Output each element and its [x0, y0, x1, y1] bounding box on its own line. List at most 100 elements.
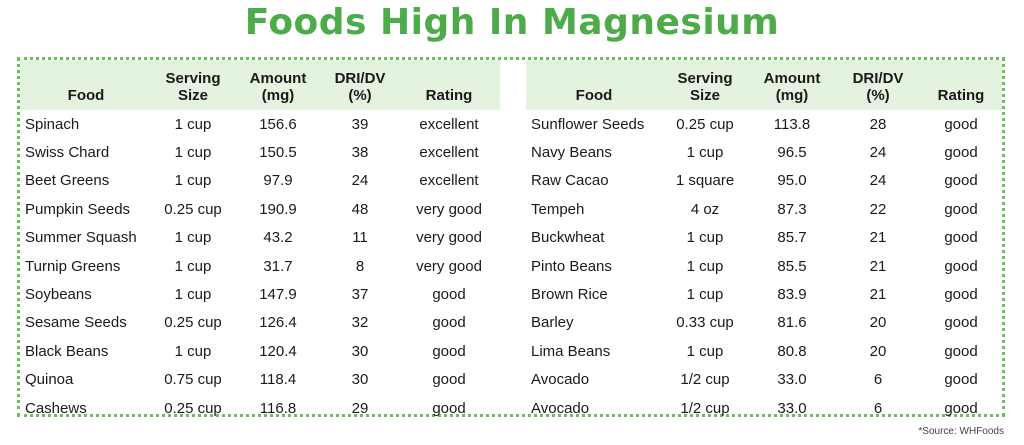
rating-cell: good [944, 314, 978, 332]
dri-dv-cell: 30 [351, 371, 369, 389]
table-row: Raw Cacao 1 square 95.0 24 good [526, 167, 1002, 195]
food-cell: Soybeans [25, 286, 92, 304]
page-title: Foods High In Magnesium [244, 2, 780, 43]
serving-size-cell: 0.33 cup [676, 314, 734, 332]
rating-cell: good [432, 399, 466, 417]
dotted-frame [17, 57, 1005, 417]
serving-size-cell: 4 oz [690, 200, 720, 218]
amount-cell: 113.8 [773, 115, 811, 133]
table-row: Black Beans 1 cup 120.4 30 good [20, 337, 500, 365]
serving-size-cell: 0.25 cup [676, 115, 734, 133]
rating-cell: excellent [419, 115, 479, 133]
header-serving-size: Serving Size [152, 60, 234, 110]
dri-dv-cell: 28 [869, 115, 887, 133]
serving-size-cell: 1 cup [174, 286, 212, 304]
serving-size-cell: 1/2 cup [680, 371, 730, 389]
dri-dv-cell: 20 [869, 342, 887, 360]
serving-size-cell: 1 cup [174, 172, 212, 190]
amount-cell: 85.5 [777, 257, 807, 275]
serving-size-cell: 1/2 cup [680, 399, 730, 417]
dri-dv-cell: 21 [869, 257, 887, 275]
header-rating: Rating [398, 60, 500, 110]
dri-dv-cell: 29 [351, 399, 369, 417]
table-row: Tempeh 4 oz 87.3 22 good [526, 195, 1002, 223]
rating-cell: excellent [419, 144, 479, 162]
amount-cell: 85.7 [777, 229, 807, 247]
table-row: Spinach 1 cup 156.6 39 excellent [20, 110, 500, 138]
rating-cell: good [944, 115, 978, 133]
food-cell: Barley [531, 314, 574, 332]
food-cell: Summer Squash [25, 229, 137, 247]
rating-cell: very good [416, 257, 482, 275]
table-row: Avocado 1/2 cup 33.0 6 good [526, 394, 1002, 422]
food-cell: Avocado [531, 371, 590, 389]
amount-cell: 96.5 [777, 144, 807, 162]
amount-cell: 95.0 [777, 172, 807, 190]
amount-cell: 33.0 [777, 371, 807, 389]
header-rating: Rating [920, 60, 1002, 110]
source-note: *Source: WHFoods [918, 426, 1004, 437]
serving-size-cell: 1 square [675, 172, 735, 190]
table-row: Sunflower Seeds 0.25 cup 113.8 28 good [526, 110, 1002, 138]
food-cell: Black Beans [25, 342, 109, 360]
right-table-header: Food Serving Size Amount (mg) DRI/DV (%) Ra… [526, 60, 1002, 110]
dri-dv-cell: 8 [355, 257, 365, 275]
header-food: Food [526, 60, 662, 110]
dri-dv-cell: 21 [869, 286, 887, 304]
rating-cell: good [944, 257, 978, 275]
rating-cell: good [944, 144, 978, 162]
amount-cell: 87.3 [777, 200, 807, 218]
rating-cell: very good [416, 200, 482, 218]
dri-dv-cell: 21 [869, 229, 887, 247]
table-row: Barley 0.33 cup 81.6 20 good [526, 309, 1002, 337]
dri-dv-cell: 6 [873, 399, 883, 417]
amount-cell: 31.7 [263, 257, 293, 275]
amount-cell: 80.8 [777, 342, 807, 360]
food-cell: Pumpkin Seeds [25, 200, 131, 218]
food-cell: Sesame Seeds [25, 314, 127, 332]
amount-cell: 147.9 [259, 286, 297, 304]
header-amount: Amount (mg) [748, 60, 836, 110]
table-row: Swiss Chard 1 cup 150.5 38 excellent [20, 138, 500, 166]
food-cell: Buckwheat [531, 229, 605, 247]
rating-cell: good [944, 286, 978, 304]
food-cell: Quinoa [25, 371, 74, 389]
table-row: Navy Beans 1 cup 96.5 24 good [526, 138, 1002, 166]
table-row: Pumpkin Seeds 0.25 cup 190.9 48 very good [20, 195, 500, 223]
left-table-body: Spinach 1 cup 156.6 39 excellent Swiss Chard 1… [20, 110, 500, 422]
amount-cell: 126.4 [259, 314, 297, 332]
table-row: Turnip Greens 1 cup 31.7 8 very good [20, 252, 500, 280]
amount-cell: 150.5 [259, 144, 297, 162]
food-cell: Raw Cacao [531, 172, 609, 190]
rating-cell: good [944, 172, 978, 190]
table-row: Brown Rice 1 cup 83.9 21 good [526, 280, 1002, 308]
amount-cell: 81.6 [777, 314, 807, 332]
table-row: Summer Squash 1 cup 43.2 11 very good [20, 224, 500, 252]
left-table-header: Food Serving Size Amount (mg) DRI/DV (%) Ra… [20, 60, 500, 110]
amount-cell: 43.2 [263, 229, 293, 247]
table-row: Pinto Beans 1 cup 85.5 21 good [526, 252, 1002, 280]
right-table: Food Serving Size Amount (mg) DRI/DV (%) Ra… [526, 60, 1002, 422]
dri-dv-cell: 32 [351, 314, 369, 332]
food-cell: Cashews [25, 399, 87, 417]
table-row: Beet Greens 1 cup 97.9 24 excellent [20, 167, 500, 195]
rating-cell: excellent [419, 172, 479, 190]
dri-dv-cell: 24 [869, 172, 887, 190]
serving-size-cell: 1 cup [174, 257, 212, 275]
rating-cell: good [432, 371, 466, 389]
food-cell: Spinach [25, 115, 80, 133]
rating-cell: good [944, 371, 978, 389]
amount-cell: 33.0 [777, 399, 807, 417]
dri-dv-cell: 24 [351, 172, 369, 190]
food-cell: Swiss Chard [25, 144, 110, 162]
dri-dv-cell: 37 [351, 286, 369, 304]
serving-size-cell: 0.75 cup [164, 371, 222, 389]
rating-cell: good [944, 399, 978, 417]
right-table-body: Sunflower Seeds 0.25 cup 113.8 28 good Navy B… [526, 110, 1002, 422]
dri-dv-cell: 22 [869, 200, 887, 218]
rating-cell: good [432, 342, 466, 360]
rating-cell: good [432, 314, 466, 332]
header-dri-dv: DRI/DV (%) [836, 60, 920, 110]
rating-cell: very good [416, 229, 482, 247]
food-cell: Avocado [531, 399, 590, 417]
